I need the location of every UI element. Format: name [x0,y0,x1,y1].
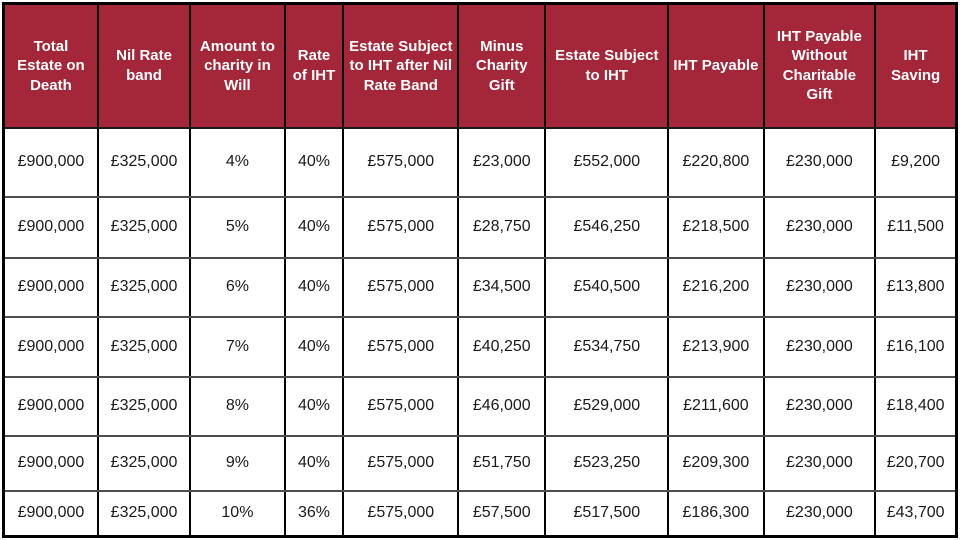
table-cell: £900,000 [2,489,99,538]
table-cell: £575,000 [342,256,460,318]
table-cell: £28,750 [457,195,547,259]
table-cell: £218,500 [667,195,765,259]
table-cell: 40% [283,256,345,318]
table-row: £900,000 £325,000 7% 40% £575,000 £40,250 £534… [2,315,958,378]
column-header: Minus Charity Gift [457,3,547,129]
table-cell: £11,500 [874,195,958,259]
column-header: Nil Rate band [96,3,192,129]
table-cell: £23,000 [457,126,547,198]
table-cell: £43,700 [874,489,958,538]
table-cell: 5% [189,195,286,259]
table-cell: £230,000 [762,315,877,378]
table-cell: 40% [283,126,345,198]
table-body: £900,000 £325,000 4% 40% £575,000 £23,000 £552… [2,126,958,538]
table-row: £900,000 £325,000 10% 36% £575,000 £57,500 £51… [2,489,958,538]
table-cell: £211,600 [667,375,765,437]
column-header: IHT Payable Without Charitable Gift [762,3,877,129]
table-cell: 40% [283,315,345,378]
column-header: Amount to charity in Will [189,3,286,129]
table-cell: £20,700 [874,434,958,492]
table-cell: 40% [283,375,345,437]
table-cell: £325,000 [96,434,192,492]
table-cell: £40,250 [457,315,547,378]
table-cell: £213,900 [667,315,765,378]
table-cell: £900,000 [2,434,99,492]
table-cell: £18,400 [874,375,958,437]
column-header: IHT Payable [667,3,765,129]
table-cell: £230,000 [762,256,877,318]
table-cell: £230,000 [762,489,877,538]
table-cell: £575,000 [342,375,460,437]
table-cell: £575,000 [342,126,460,198]
table-cell: £546,250 [544,195,670,259]
table-cell: £575,000 [342,434,460,492]
table-cell: £325,000 [96,315,192,378]
table-row: £900,000 £325,000 5% 40% £575,000 £28,750 £546… [2,195,958,259]
table-cell: £575,000 [342,489,460,538]
column-header: Total Estate on Death [2,3,99,129]
table-cell: £46,000 [457,375,547,437]
table-cell: £325,000 [96,126,192,198]
table-cell: £216,200 [667,256,765,318]
table-cell: £575,000 [342,315,460,378]
table-row: £900,000 £325,000 9% 40% £575,000 £51,750 £523… [2,434,958,492]
table-cell: 40% [283,195,345,259]
table-cell: £220,800 [667,126,765,198]
table-cell: 6% [189,256,286,318]
table-row: £900,000 £325,000 4% 40% £575,000 £23,000 £552… [2,126,958,198]
table-cell: £325,000 [96,256,192,318]
table-cell: £325,000 [96,195,192,259]
column-header: Rate of IHT [283,3,345,129]
table-header: Total Estate on Death Nil Rate band Amount… [2,3,958,129]
table-cell: £575,000 [342,195,460,259]
table-cell: £16,100 [874,315,958,378]
column-header: IHT Saving [874,3,958,129]
table-cell: 10% [189,489,286,538]
table-cell: 8% [189,375,286,437]
table-cell: £34,500 [457,256,547,318]
table-cell: £57,500 [457,489,547,538]
table-cell: £900,000 [2,126,99,198]
table-cell: £523,250 [544,434,670,492]
table-cell: £900,000 [2,375,99,437]
column-header: Estate Subject to IHT after Nil Rate Ban… [342,3,460,129]
table-cell: £209,300 [667,434,765,492]
table-cell: £517,500 [544,489,670,538]
table-cell: £230,000 [762,434,877,492]
header-row: Total Estate on Death Nil Rate band Amount… [2,3,958,129]
table-cell: 36% [283,489,345,538]
table-cell: £325,000 [96,489,192,538]
table-cell: £900,000 [2,256,99,318]
table-cell: £325,000 [96,375,192,437]
table-cell: £540,500 [544,256,670,318]
table-cell: 4% [189,126,286,198]
table-cell: £529,000 [544,375,670,437]
table-cell: £552,000 [544,126,670,198]
table-cell: £230,000 [762,195,877,259]
table-cell: 7% [189,315,286,378]
table-cell: 40% [283,434,345,492]
column-header: Estate Subject to IHT [544,3,670,129]
table-cell: £13,800 [874,256,958,318]
table-cell: £9,200 [874,126,958,198]
table-cell: 9% [189,434,286,492]
table-cell: £230,000 [762,375,877,437]
table-cell: £230,000 [762,126,877,198]
table-cell: £51,750 [457,434,547,492]
table-row: £900,000 £325,000 8% 40% £575,000 £46,000 £529… [2,375,958,437]
table-row: £900,000 £325,000 6% 40% £575,000 £34,500 £540… [2,256,958,318]
table-cell: £186,300 [667,489,765,538]
table-cell: £534,750 [544,315,670,378]
table-cell: £900,000 [2,315,99,378]
table-cell: £900,000 [2,195,99,259]
